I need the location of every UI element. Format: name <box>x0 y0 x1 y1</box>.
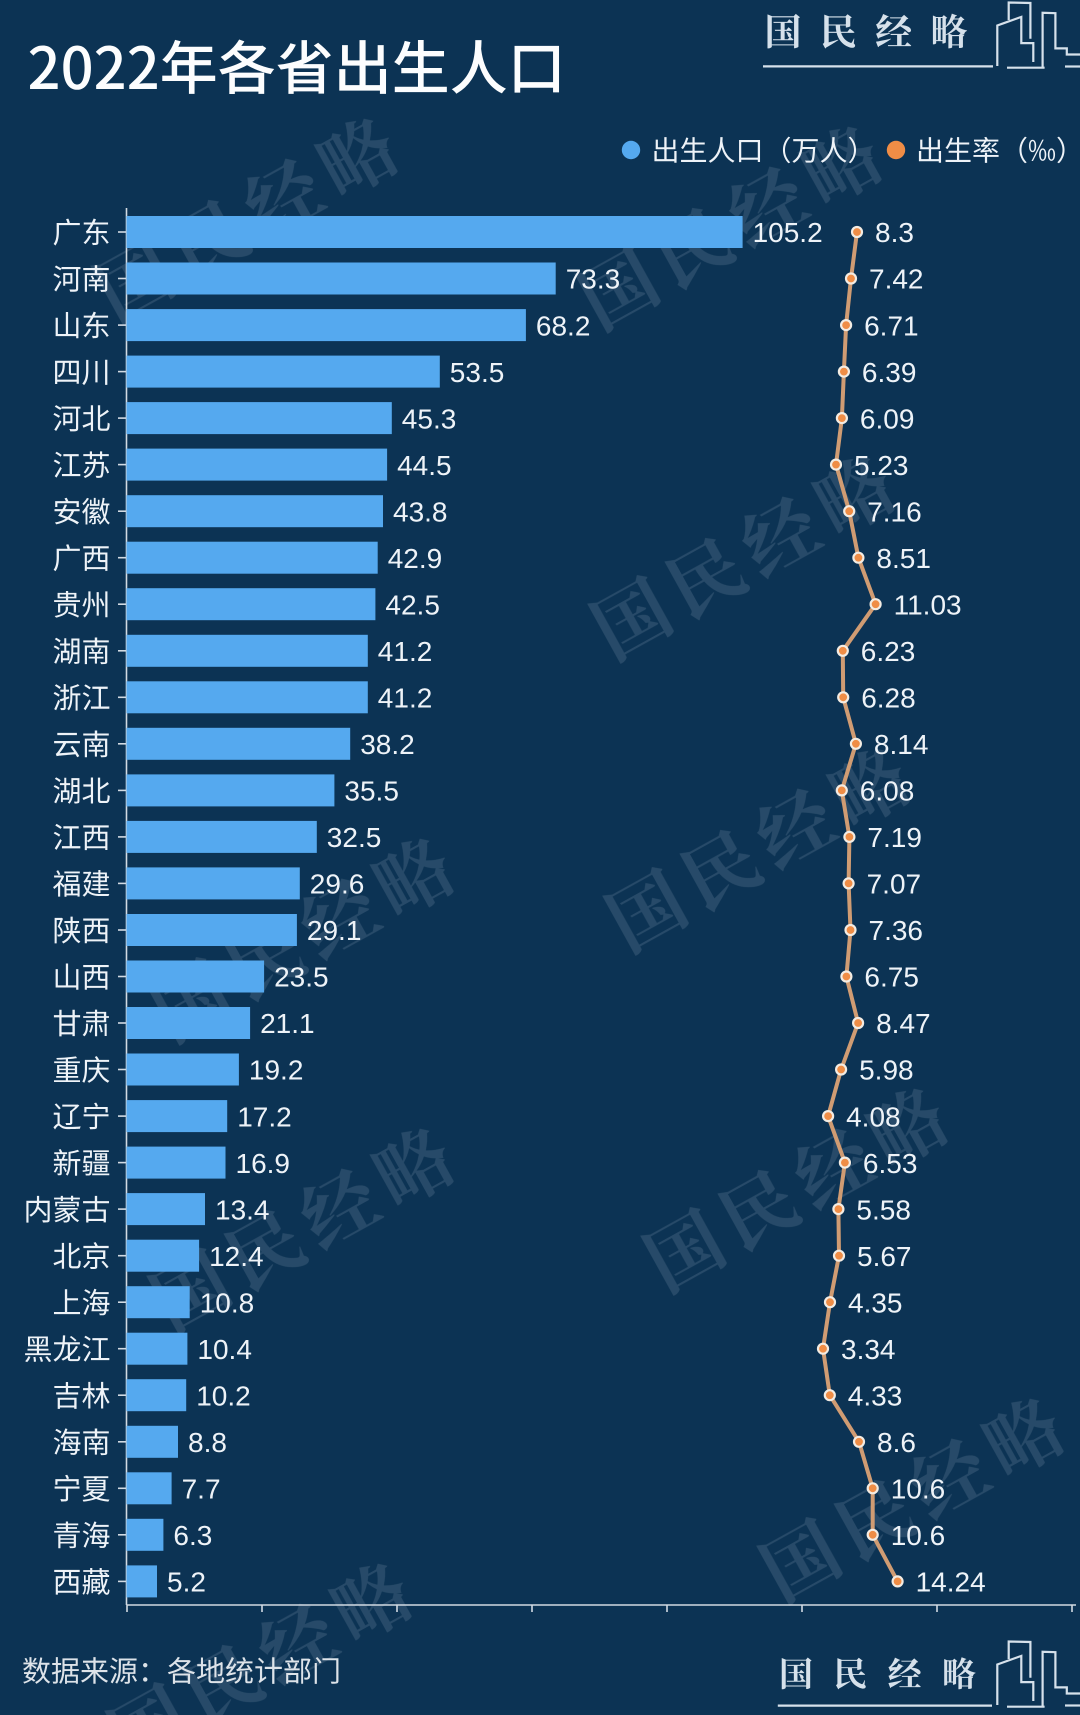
svg-text:5.67: 5.67 <box>857 1241 912 1272</box>
svg-text:4.35: 4.35 <box>848 1287 903 1318</box>
svg-text:42.5: 42.5 <box>385 589 440 620</box>
svg-text:11.03: 11.03 <box>894 589 962 620</box>
svg-text:3.34: 3.34 <box>841 1334 896 1365</box>
svg-text:7.16: 7.16 <box>867 496 922 527</box>
svg-text:6.75: 6.75 <box>864 962 919 993</box>
svg-text:8.3: 8.3 <box>875 217 914 248</box>
svg-text:38.2: 38.2 <box>360 729 415 760</box>
svg-text:44.5: 44.5 <box>397 450 452 481</box>
svg-text:105.2: 105.2 <box>753 217 823 248</box>
svg-text:6.08: 6.08 <box>860 776 915 807</box>
svg-text:5.2: 5.2 <box>167 1567 206 1598</box>
svg-text:6.28: 6.28 <box>861 683 916 714</box>
svg-text:45.3: 45.3 <box>402 403 457 434</box>
svg-text:7.42: 7.42 <box>869 264 924 295</box>
svg-text:7.07: 7.07 <box>867 869 922 900</box>
svg-text:7.36: 7.36 <box>869 915 924 946</box>
svg-text:8.47: 8.47 <box>876 1008 931 1039</box>
svg-text:6.23: 6.23 <box>861 636 916 667</box>
svg-text:10.6: 10.6 <box>891 1474 946 1505</box>
svg-text:21.1: 21.1 <box>260 1008 315 1039</box>
svg-text:19.2: 19.2 <box>249 1055 304 1086</box>
svg-text:8.8: 8.8 <box>188 1427 227 1458</box>
svg-text:7.19: 7.19 <box>867 822 922 853</box>
svg-text:12.4: 12.4 <box>209 1241 264 1272</box>
svg-text:41.2: 41.2 <box>378 636 433 667</box>
svg-text:23.5: 23.5 <box>274 962 329 993</box>
svg-text:43.8: 43.8 <box>393 496 448 527</box>
svg-text:8.51: 8.51 <box>876 543 931 574</box>
svg-text:13.4: 13.4 <box>215 1194 270 1225</box>
svg-text:6.09: 6.09 <box>860 403 915 434</box>
svg-text:16.9: 16.9 <box>236 1148 291 1179</box>
svg-text:6.53: 6.53 <box>863 1148 918 1179</box>
svg-text:6.3: 6.3 <box>173 1520 212 1551</box>
svg-text:6.71: 6.71 <box>864 310 919 341</box>
svg-text:29.1: 29.1 <box>307 915 362 946</box>
svg-text:4.33: 4.33 <box>848 1381 903 1412</box>
svg-text:5.58: 5.58 <box>856 1194 911 1225</box>
svg-text:4.08: 4.08 <box>846 1101 901 1132</box>
svg-text:32.5: 32.5 <box>327 822 382 853</box>
svg-text:5.98: 5.98 <box>859 1055 914 1086</box>
svg-text:53.5: 53.5 <box>450 357 505 388</box>
svg-text:6.39: 6.39 <box>862 357 917 388</box>
svg-text:14.24: 14.24 <box>916 1567 986 1598</box>
svg-text:10.6: 10.6 <box>891 1520 946 1551</box>
svg-text:42.9: 42.9 <box>388 543 443 574</box>
svg-text:5.23: 5.23 <box>854 450 909 481</box>
svg-text:8.6: 8.6 <box>877 1427 916 1458</box>
svg-text:68.2: 68.2 <box>536 310 591 341</box>
svg-text:35.5: 35.5 <box>344 776 399 807</box>
svg-text:17.2: 17.2 <box>237 1101 292 1132</box>
svg-text:7.7: 7.7 <box>182 1474 221 1505</box>
svg-text:8.14: 8.14 <box>874 729 929 760</box>
svg-text:41.2: 41.2 <box>378 683 433 714</box>
svg-text:10.8: 10.8 <box>200 1287 255 1318</box>
svg-text:73.3: 73.3 <box>566 264 621 295</box>
svg-text:10.4: 10.4 <box>197 1334 252 1365</box>
svg-text:29.6: 29.6 <box>310 869 365 900</box>
svg-text:10.2: 10.2 <box>196 1381 251 1412</box>
